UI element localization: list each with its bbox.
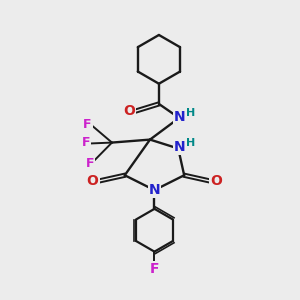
Text: O: O <box>123 104 135 118</box>
Text: H: H <box>186 108 195 118</box>
Text: F: F <box>82 136 90 149</box>
Text: N: N <box>148 183 160 197</box>
Text: F: F <box>150 262 159 276</box>
Text: O: O <box>87 174 99 188</box>
Text: N: N <box>174 110 185 124</box>
Text: N: N <box>174 140 185 154</box>
Text: H: H <box>186 138 195 148</box>
Text: F: F <box>83 118 92 130</box>
Text: F: F <box>86 157 94 169</box>
Text: O: O <box>210 174 222 188</box>
